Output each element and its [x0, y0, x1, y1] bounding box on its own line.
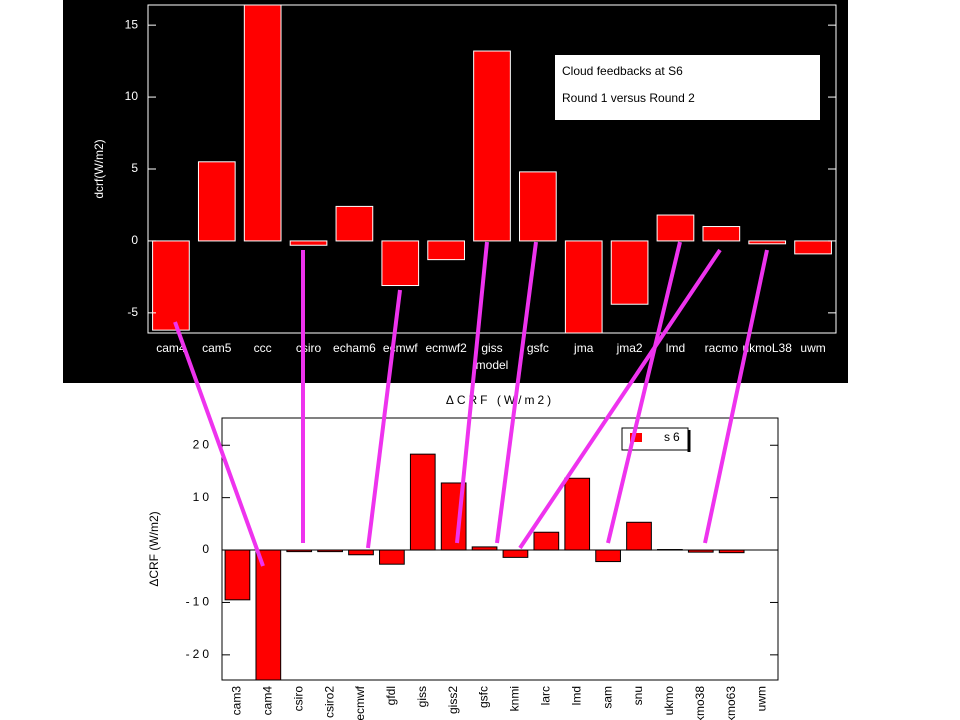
y-tick-label: -10: [186, 595, 212, 609]
bar: [409, 453, 436, 551]
y-tick-label: -20: [186, 647, 212, 661]
bar: [595, 549, 621, 563]
x-tick-label: ecmwf2: [425, 341, 467, 355]
plot-area: [222, 418, 778, 680]
x-tick-label: sam: [600, 686, 614, 709]
bar: [519, 171, 557, 242]
x-tick-label: cam4: [261, 686, 275, 716]
x-tick-label: ukmo: [662, 686, 676, 716]
x-tick-label: gfdl: [384, 686, 398, 705]
x-tick-label: larc: [539, 686, 553, 705]
y-tick-label: 15: [125, 17, 139, 31]
y-tick-label: 5: [131, 161, 138, 175]
y-tick-label: 0: [131, 233, 138, 247]
y-tick-label: -5: [127, 305, 138, 319]
y-axis-label: dcrf(W/m2): [92, 139, 106, 198]
y-axis-label: ΔCRF (W/m2): [147, 511, 161, 586]
connector: [703, 249, 769, 544]
x-tick-label: csiro: [296, 341, 322, 355]
x-tick-label: snu: [631, 686, 645, 705]
x-tick-label: ukmo38: [693, 686, 707, 720]
x-tick-label: gsfc: [527, 341, 549, 355]
x-tick-label: ukmoL38: [743, 341, 793, 355]
bar: [533, 531, 560, 551]
legend-label: s6: [664, 430, 683, 444]
bar: [255, 549, 282, 680]
bar: [243, 5, 282, 242]
plot-frame: [147, 4, 837, 334]
bar: [197, 161, 236, 242]
connectors: [173, 241, 769, 567]
x-tick-label: jma: [573, 341, 594, 355]
bar: [610, 240, 649, 305]
x-axis-label: model: [476, 358, 509, 372]
bar: [564, 240, 603, 333]
bar: [564, 477, 591, 551]
x-tick-label: knmi: [508, 686, 522, 711]
x-tick-label: echam6: [333, 341, 376, 355]
plot-frame: [221, 417, 779, 681]
x-tick-label: racmo: [705, 341, 739, 355]
x-tick-label: ukmo63: [724, 686, 738, 720]
x-tick-label: jma2: [616, 341, 643, 355]
bar: [348, 549, 374, 556]
bar: [502, 549, 529, 558]
annotation: Round 1 versus Round 2: [562, 91, 695, 105]
x-tick-label: ecmwf: [383, 341, 418, 355]
legend-swatch: [630, 433, 642, 442]
connector: [495, 241, 538, 544]
x-tick-label: uwm: [755, 686, 769, 711]
y-tick-label: 10: [125, 89, 139, 103]
x-tick-label: giss2: [446, 686, 460, 714]
x-tick-label: giss: [415, 686, 429, 707]
bar: [656, 214, 695, 242]
x-tick-label: csiro2: [322, 686, 336, 718]
x-tick-label: cam5: [202, 341, 232, 355]
bar: [473, 50, 511, 242]
x-tick-label: csiro: [291, 686, 305, 712]
connector: [455, 241, 489, 544]
annotation-box: [555, 55, 820, 120]
x-tick-label: cam4: [156, 341, 186, 355]
y-tick-label: 0: [202, 542, 212, 556]
connector: [606, 241, 682, 544]
bar: [702, 226, 741, 242]
bar: [335, 205, 374, 242]
connector: [173, 321, 265, 567]
x-tick-label: ccc: [254, 341, 272, 355]
bar: [152, 240, 190, 331]
bar: [748, 240, 787, 245]
y-tick-label: 20: [193, 437, 212, 451]
bar: [794, 240, 832, 255]
bars: [152, 5, 832, 333]
chart-title: ΔCRF (W/m2): [446, 393, 554, 407]
connector: [366, 289, 402, 549]
bar: [224, 549, 251, 601]
x-tick-label: giss: [481, 341, 502, 355]
x-tick-label: lmd: [569, 686, 583, 705]
bar: [626, 521, 652, 551]
x-tick-label: ecmwf: [353, 685, 367, 720]
connector: [518, 248, 722, 550]
y-tick-label: 10: [193, 490, 212, 504]
x-tick-label: uwm: [800, 341, 825, 355]
x-tick-label: cam3: [230, 686, 244, 716]
bar: [381, 240, 420, 287]
bar: [427, 240, 465, 261]
bar: [289, 240, 328, 246]
bar: [379, 549, 405, 565]
annotation: Cloud feedbacks at S6: [562, 64, 683, 78]
charts: cam4 cam5 ccc csiro echam6 ecmwf ecmwf2 giss gsf…: [92, 4, 837, 720]
x-tick-label: lmd: [666, 341, 685, 355]
x-tick-label: gsfc: [477, 686, 491, 708]
